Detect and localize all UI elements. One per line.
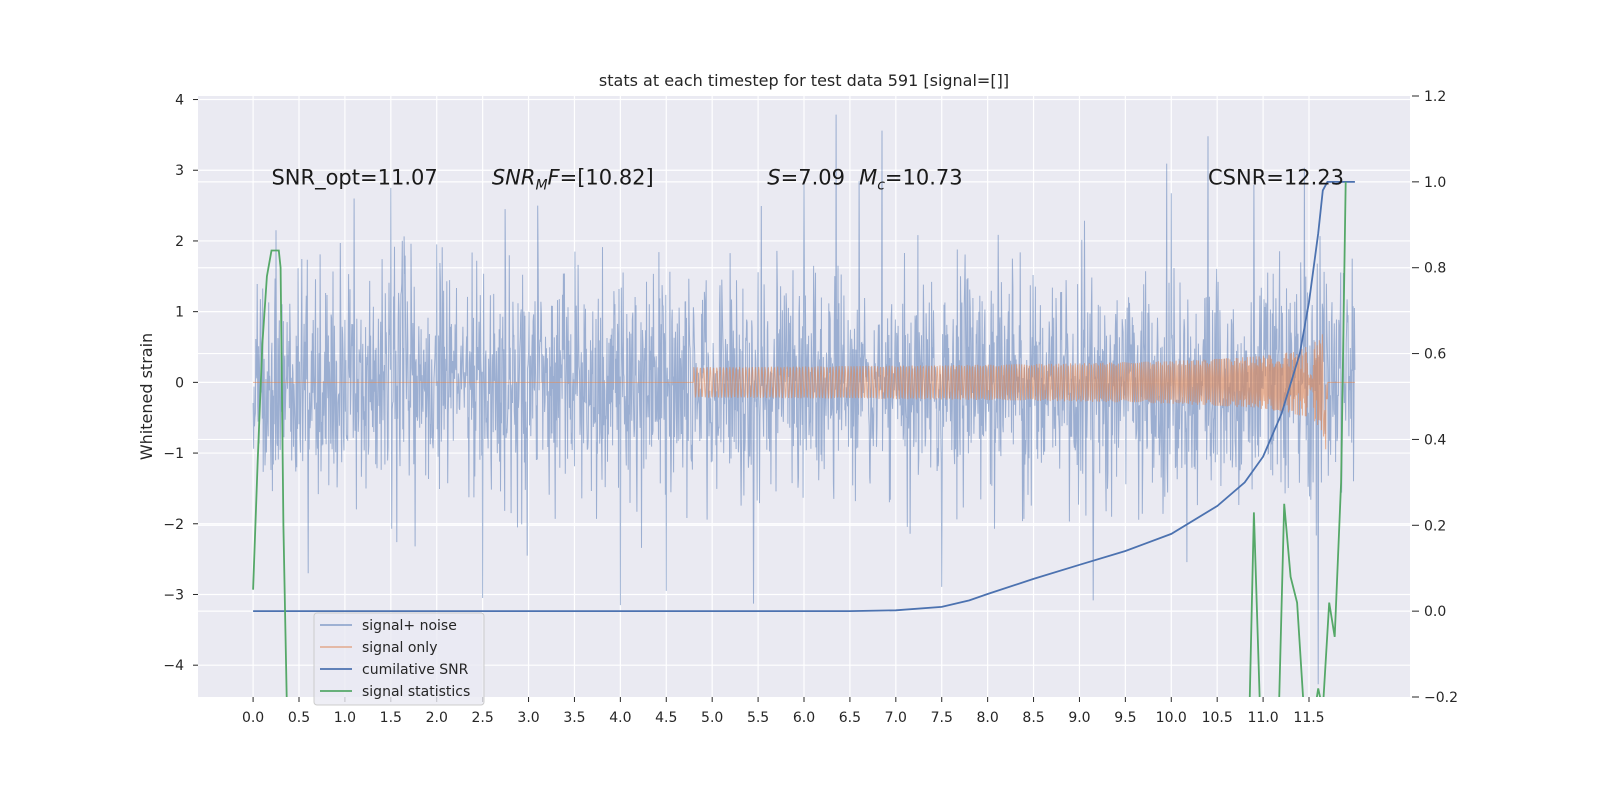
y2-tick-label: 0.4 (1424, 432, 1446, 448)
x-tick-label: 10.5 (1202, 710, 1233, 726)
annotation-text: CSNR=12.23 (1208, 165, 1344, 189)
x-tick-label: 6.0 (793, 710, 815, 726)
series-layer (252, 114, 1356, 697)
annotation-text: SNR_opt=11.07 (271, 165, 437, 190)
x-tick-label: 9.0 (1068, 710, 1090, 726)
x-tick-label: 7.5 (931, 710, 953, 726)
y2-tick-label: 0.8 (1424, 261, 1446, 277)
series-signal-statistics (252, 181, 1347, 697)
y-tick-label: 0 (175, 375, 184, 391)
y-tick-label: −3 (163, 587, 184, 603)
y-tick-label: −1 (163, 446, 184, 462)
legend: signal+ noise signal only cumilative SNR si… (313, 612, 485, 706)
x-tick-label: 7.0 (885, 710, 907, 726)
y2-tick-label: 0.0 (1424, 604, 1446, 620)
x-tick-label: 5.5 (747, 710, 769, 726)
y-tick-label: 4 (175, 93, 184, 109)
y-tick-label: −2 (163, 517, 184, 533)
x-tick-label: 4.5 (655, 710, 677, 726)
x-tick-label: 3.0 (517, 710, 539, 726)
legend-label: signal+ noise (362, 618, 457, 634)
x-tick-label: 0.5 (288, 710, 310, 726)
y-tick-label: −4 (163, 658, 184, 674)
series-cumilative-snr (253, 181, 1355, 612)
x-tick-label: 11.5 (1293, 710, 1324, 726)
legend-box (313, 612, 485, 706)
y-tick-label: 2 (175, 234, 184, 250)
x-tick-label: 6.5 (839, 710, 861, 726)
y-tick-label: 1 (175, 305, 184, 321)
x-tick-label: 2.5 (472, 710, 494, 726)
y-axis-left: 4 3 2 1 0 −1 −2 −3 −4 (163, 93, 198, 674)
y-axis-label: Whitened strain (137, 333, 156, 460)
y2-tick-label: 1.2 (1424, 89, 1446, 105)
x-tick-label: 11.0 (1248, 710, 1279, 726)
chart-title: stats at each timestep for test data 591… (599, 71, 1009, 90)
legend-label: signal statistics (362, 684, 470, 700)
y2-tick-label: 0.6 (1424, 347, 1446, 363)
annotation-text: SNRMF=[10.82] (492, 165, 654, 193)
x-tick-label: 1.5 (380, 710, 402, 726)
annotation-text: Mc=10.73 (859, 165, 963, 193)
y2-tick-label: 0.2 (1424, 518, 1446, 534)
series-signal-only (253, 334, 1355, 450)
x-tick-label: 4.0 (609, 710, 631, 726)
x-axis: 0.0 0.5 1.0 1.5 2.0 2.5 3.0 3.5 4.0 4.5 5.0 5.5 6.0 6… (242, 697, 1325, 726)
x-tick-label: 5.0 (701, 710, 723, 726)
x-tick-label: 3.5 (563, 710, 585, 726)
y2-tick-label: −0.2 (1424, 690, 1458, 706)
x-tick-label: 10.0 (1156, 710, 1187, 726)
series-signal-plus-noise (252, 114, 1356, 685)
annotations: SNR_opt=11.07 SNRMF=[10.82] S=7.09 Mc=10.73… (271, 165, 1344, 193)
x-tick-label: 8.5 (1022, 710, 1044, 726)
x-tick-label: 1.0 (334, 710, 356, 726)
y-axis-right: 1.2 1.0 0.8 0.6 0.4 0.2 0.0 −0.2 (1412, 89, 1458, 706)
x-tick-label: 9.5 (1114, 710, 1136, 726)
legend-label: signal only (362, 640, 437, 656)
legend-label: cumilative SNR (362, 662, 469, 678)
x-tick-label: 2.0 (426, 710, 448, 726)
y-tick-label: 3 (175, 163, 184, 179)
annotation-text: S=7.09 (767, 165, 845, 189)
x-tick-label: 8.0 (977, 710, 999, 726)
y2-tick-label: 1.0 (1424, 175, 1446, 191)
x-tick-label: 0.0 (242, 710, 264, 726)
